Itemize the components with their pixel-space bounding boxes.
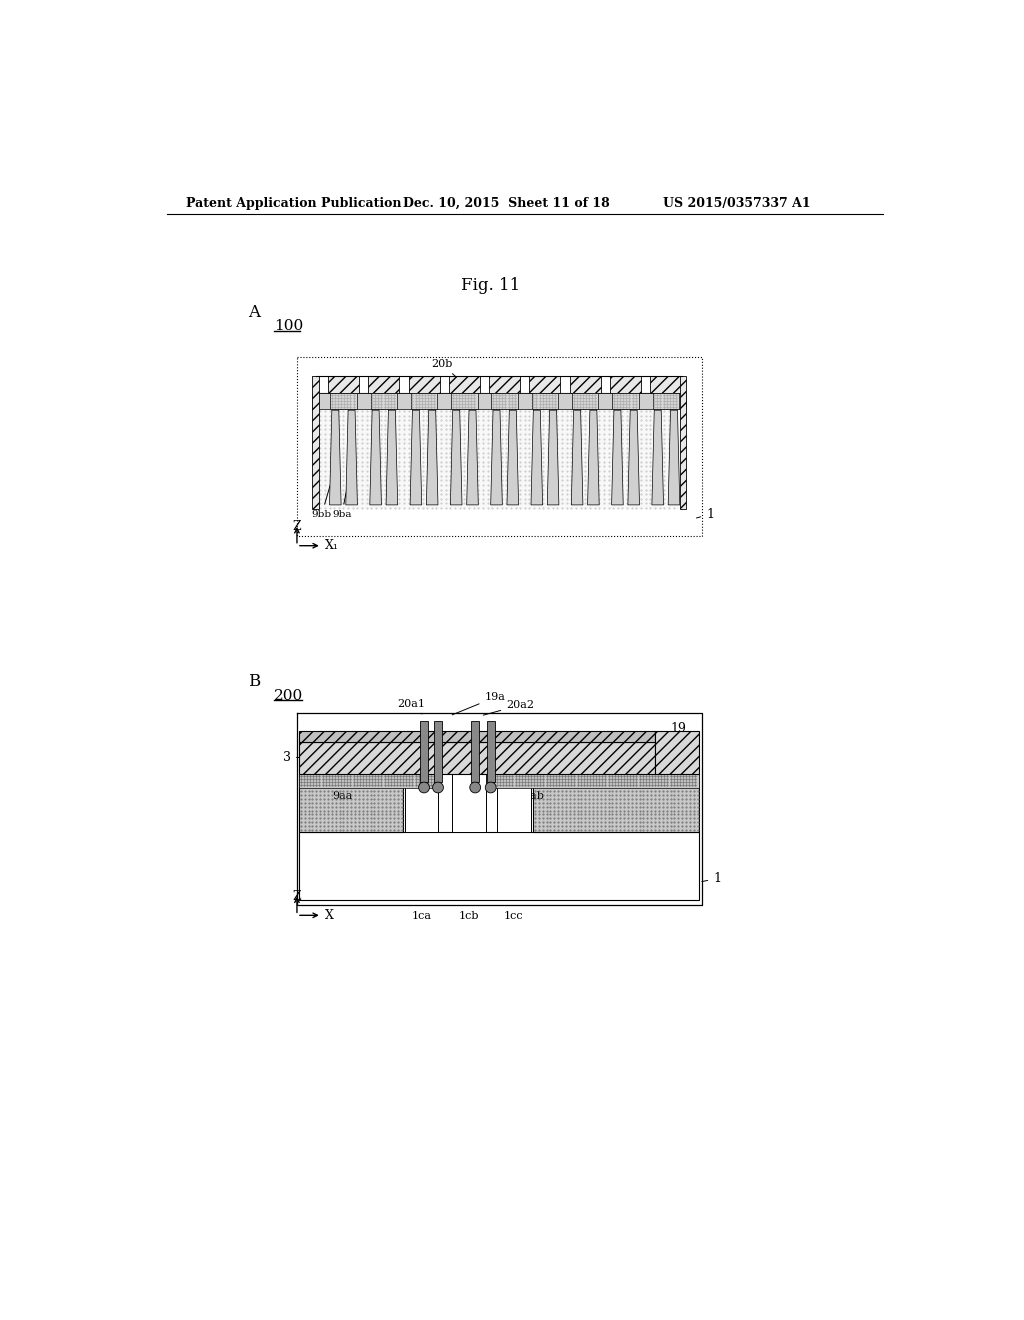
- Polygon shape: [588, 411, 599, 506]
- Polygon shape: [331, 393, 356, 409]
- Polygon shape: [449, 376, 480, 393]
- Polygon shape: [652, 393, 679, 409]
- Circle shape: [419, 781, 429, 793]
- Text: 9bb: 9bb: [311, 469, 335, 519]
- Polygon shape: [571, 411, 583, 506]
- Text: X: X: [325, 908, 334, 921]
- Text: 1cb: 1cb: [459, 911, 479, 921]
- Polygon shape: [328, 376, 359, 393]
- Polygon shape: [411, 393, 437, 409]
- Text: 1ca: 1ca: [412, 911, 432, 921]
- Polygon shape: [467, 411, 478, 506]
- Polygon shape: [655, 730, 699, 775]
- Text: X₁: X₁: [325, 539, 339, 552]
- Polygon shape: [531, 393, 558, 409]
- Text: 20b: 20b: [431, 359, 459, 380]
- Circle shape: [470, 781, 480, 793]
- Polygon shape: [409, 376, 439, 393]
- Text: US 2015/0357337 A1: US 2015/0357337 A1: [663, 197, 810, 210]
- Text: 3: 3: [283, 751, 309, 764]
- Polygon shape: [346, 411, 357, 506]
- Polygon shape: [370, 411, 381, 506]
- Text: 19: 19: [657, 722, 686, 735]
- Text: 9aa: 9aa: [333, 781, 366, 801]
- Polygon shape: [410, 411, 422, 506]
- Text: B: B: [248, 673, 260, 690]
- Polygon shape: [531, 411, 543, 506]
- Polygon shape: [680, 376, 686, 508]
- Polygon shape: [299, 775, 403, 832]
- Polygon shape: [611, 411, 624, 506]
- Text: 9ab: 9ab: [510, 781, 544, 801]
- Polygon shape: [452, 775, 486, 832]
- Polygon shape: [652, 411, 664, 506]
- Polygon shape: [316, 409, 682, 508]
- Text: A: A: [248, 304, 260, 321]
- Polygon shape: [386, 411, 397, 506]
- Polygon shape: [371, 393, 397, 409]
- Polygon shape: [572, 393, 598, 409]
- Polygon shape: [299, 775, 438, 788]
- Polygon shape: [299, 832, 699, 900]
- Polygon shape: [452, 393, 477, 409]
- Text: 20a2: 20a2: [483, 700, 535, 715]
- Text: 200: 200: [273, 689, 303, 702]
- Polygon shape: [569, 376, 601, 393]
- Polygon shape: [297, 713, 701, 906]
- Polygon shape: [406, 775, 438, 832]
- Circle shape: [432, 781, 443, 793]
- Polygon shape: [534, 775, 699, 832]
- Polygon shape: [426, 411, 438, 506]
- Polygon shape: [610, 376, 641, 393]
- Polygon shape: [612, 393, 639, 409]
- Polygon shape: [451, 411, 462, 506]
- Polygon shape: [492, 393, 518, 409]
- Polygon shape: [312, 393, 686, 409]
- Polygon shape: [507, 411, 518, 506]
- Polygon shape: [547, 411, 559, 506]
- Polygon shape: [297, 358, 701, 536]
- Polygon shape: [434, 721, 442, 781]
- Text: 1: 1: [696, 508, 714, 520]
- Polygon shape: [299, 742, 655, 775]
- Text: 9ba: 9ba: [332, 469, 351, 519]
- Polygon shape: [471, 721, 479, 781]
- Polygon shape: [486, 721, 495, 781]
- Polygon shape: [486, 775, 699, 788]
- Text: Dec. 10, 2015  Sheet 11 of 18: Dec. 10, 2015 Sheet 11 of 18: [403, 197, 610, 210]
- Text: 1: 1: [701, 871, 721, 884]
- Text: Patent Application Publication: Patent Application Publication: [186, 197, 401, 210]
- Polygon shape: [490, 411, 503, 506]
- Polygon shape: [299, 730, 655, 742]
- Text: Fig. 11: Fig. 11: [461, 277, 520, 294]
- Text: 1cc: 1cc: [504, 911, 523, 921]
- Polygon shape: [529, 376, 560, 393]
- Polygon shape: [650, 376, 681, 393]
- Polygon shape: [420, 721, 428, 781]
- Polygon shape: [330, 411, 341, 506]
- Circle shape: [485, 781, 496, 793]
- Text: 100: 100: [273, 319, 303, 333]
- Polygon shape: [489, 376, 520, 393]
- Polygon shape: [669, 411, 680, 506]
- Text: Z: Z: [293, 890, 301, 903]
- Polygon shape: [497, 775, 531, 832]
- Polygon shape: [369, 376, 399, 393]
- Text: 19a: 19a: [453, 693, 506, 715]
- Text: Z: Z: [293, 520, 301, 533]
- Polygon shape: [312, 376, 318, 508]
- Polygon shape: [628, 411, 640, 506]
- Text: 20a1: 20a1: [397, 698, 425, 714]
